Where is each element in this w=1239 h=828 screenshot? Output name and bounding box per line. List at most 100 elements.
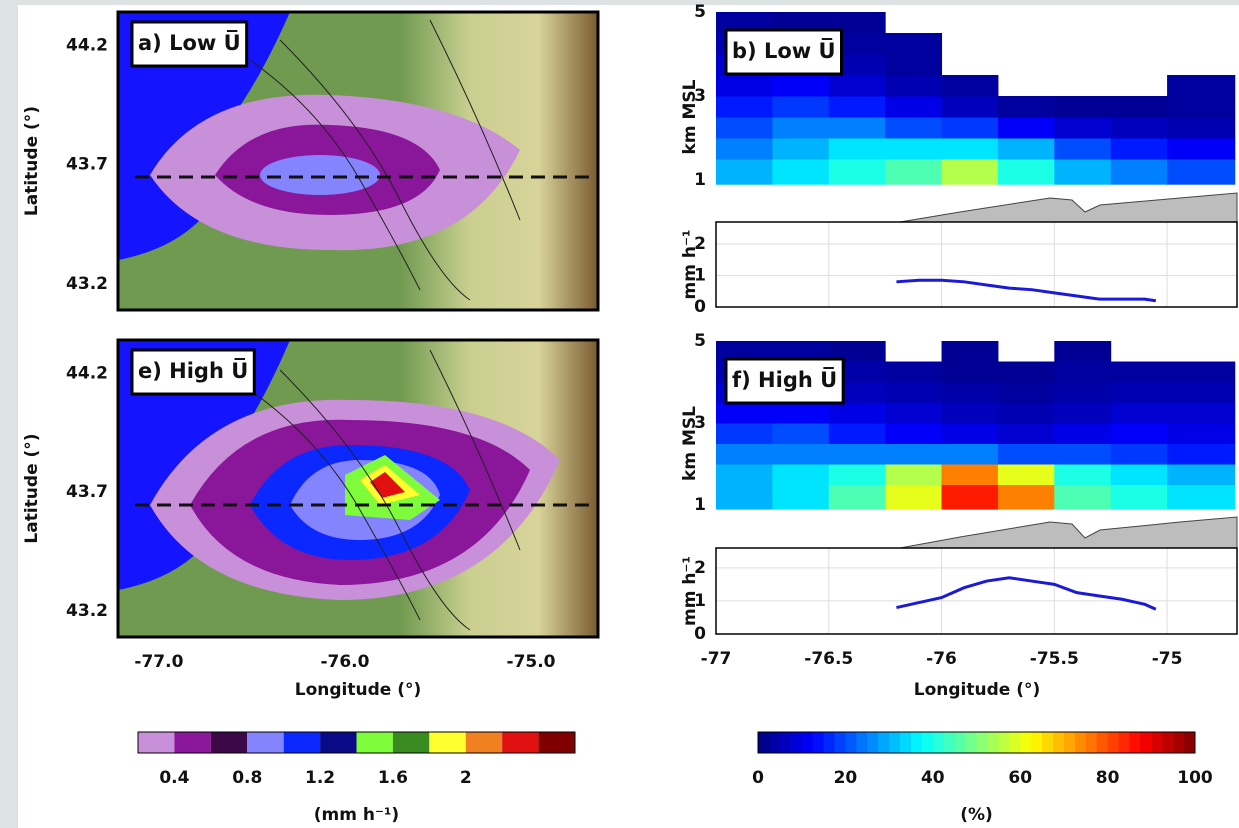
colorbar-bin [539,732,575,753]
colorbar-step [944,732,955,753]
colorbar-step [878,732,889,753]
y-axis-label: km MSL [680,406,700,481]
colorbar-tick-label: 2 [460,768,472,788]
colorbar-step [1020,732,1031,753]
cell [942,444,999,465]
cell [1111,464,1168,485]
cell [1167,423,1235,444]
cell [885,96,942,118]
y-tick-label: 0 [694,624,706,644]
y-tick-label: 43.7 [66,155,108,175]
cell [885,423,942,444]
colorbar-step [1097,732,1108,753]
cell [1054,444,1111,465]
cell [1054,96,1111,118]
cell [998,138,1055,160]
cell [1054,341,1111,362]
cell [772,75,829,97]
y-tick-label: 44.2 [66,363,108,383]
cell [716,485,773,510]
cell [1167,403,1235,424]
colorbar-tick-label: 40 [921,768,945,788]
x-tick-label: -75.0 [507,652,556,672]
colorbar-step [1151,732,1162,753]
y-tick-label: 1 [694,170,706,190]
y-tick-label: 5 [694,331,706,351]
cell [829,159,886,185]
colorbar-step [1129,732,1140,753]
colorbar-label: (%) [960,805,993,825]
cell [772,464,829,485]
x-axis-label: Longitude (°) [295,680,422,700]
colorbar-bin [357,732,393,753]
cell [1167,159,1235,185]
cell [1111,485,1168,510]
cell [1054,159,1111,185]
cell [885,403,942,424]
cell [716,138,773,160]
panel-title: e) High U̅ [138,358,248,383]
panel-title: a) Low U̅ [138,30,241,55]
colorbar-step [1053,732,1064,753]
y-axis-label: Latitude (°) [22,106,42,216]
y-tick-label: 1 [694,495,706,515]
cell [998,423,1055,444]
figure: 43.243.744.2Latitude (°)a) Low U̅43.243.… [0,0,1239,828]
cell [885,444,942,465]
cell [772,403,829,424]
x-tick-label: -76.5 [804,649,853,669]
cell [885,362,942,383]
colorbar-step [802,732,813,753]
cell [829,464,886,485]
colorbar-step [834,732,845,753]
colorbar-step [911,732,922,753]
cell [716,75,773,97]
cell [829,96,886,118]
cell [829,485,886,510]
colorbar-step [987,732,998,753]
colorbar-step [758,732,769,753]
cell [885,75,942,97]
y-axis-label: km MSL [680,79,700,154]
y-tick-label: 43.2 [66,601,108,621]
cell [885,54,942,76]
cell [829,444,886,465]
colorbar-step [1075,732,1086,753]
colorbar-step [1173,732,1184,753]
colorbar-step [998,732,1009,753]
colorbar-step [1108,732,1119,753]
colorbar-step [1184,732,1195,753]
cell [1167,464,1235,485]
cell [1054,362,1111,383]
cell [1111,362,1168,383]
colorbar-bin [211,732,247,753]
cell [1054,464,1111,485]
cell [1167,138,1235,160]
cell [1111,138,1168,160]
colorbar-step [813,732,824,753]
cell [772,117,829,139]
cell [716,117,773,139]
colorbar-step [1086,732,1097,753]
cell [1054,403,1111,424]
cell [942,485,999,510]
colorbar-step [867,732,878,753]
cell [885,159,942,185]
x-tick-label: -75 [1152,649,1183,669]
colorbar-bin [502,732,538,753]
cell [1111,444,1168,465]
colorbar-tick-label: 60 [1008,768,1032,788]
cell [998,403,1055,424]
x-tick-label: -77.0 [134,652,183,672]
colorbar-step [791,732,802,753]
colorbar-tick-label: 0.8 [232,768,262,788]
cell [1167,96,1235,118]
colorbar-bin [466,732,502,753]
cell [885,33,942,55]
cell [942,138,999,160]
colorbar-step [1042,732,1053,753]
cell [942,403,999,424]
cell [829,117,886,139]
cell [1111,159,1168,185]
y-tick-label: 5 [694,2,706,22]
